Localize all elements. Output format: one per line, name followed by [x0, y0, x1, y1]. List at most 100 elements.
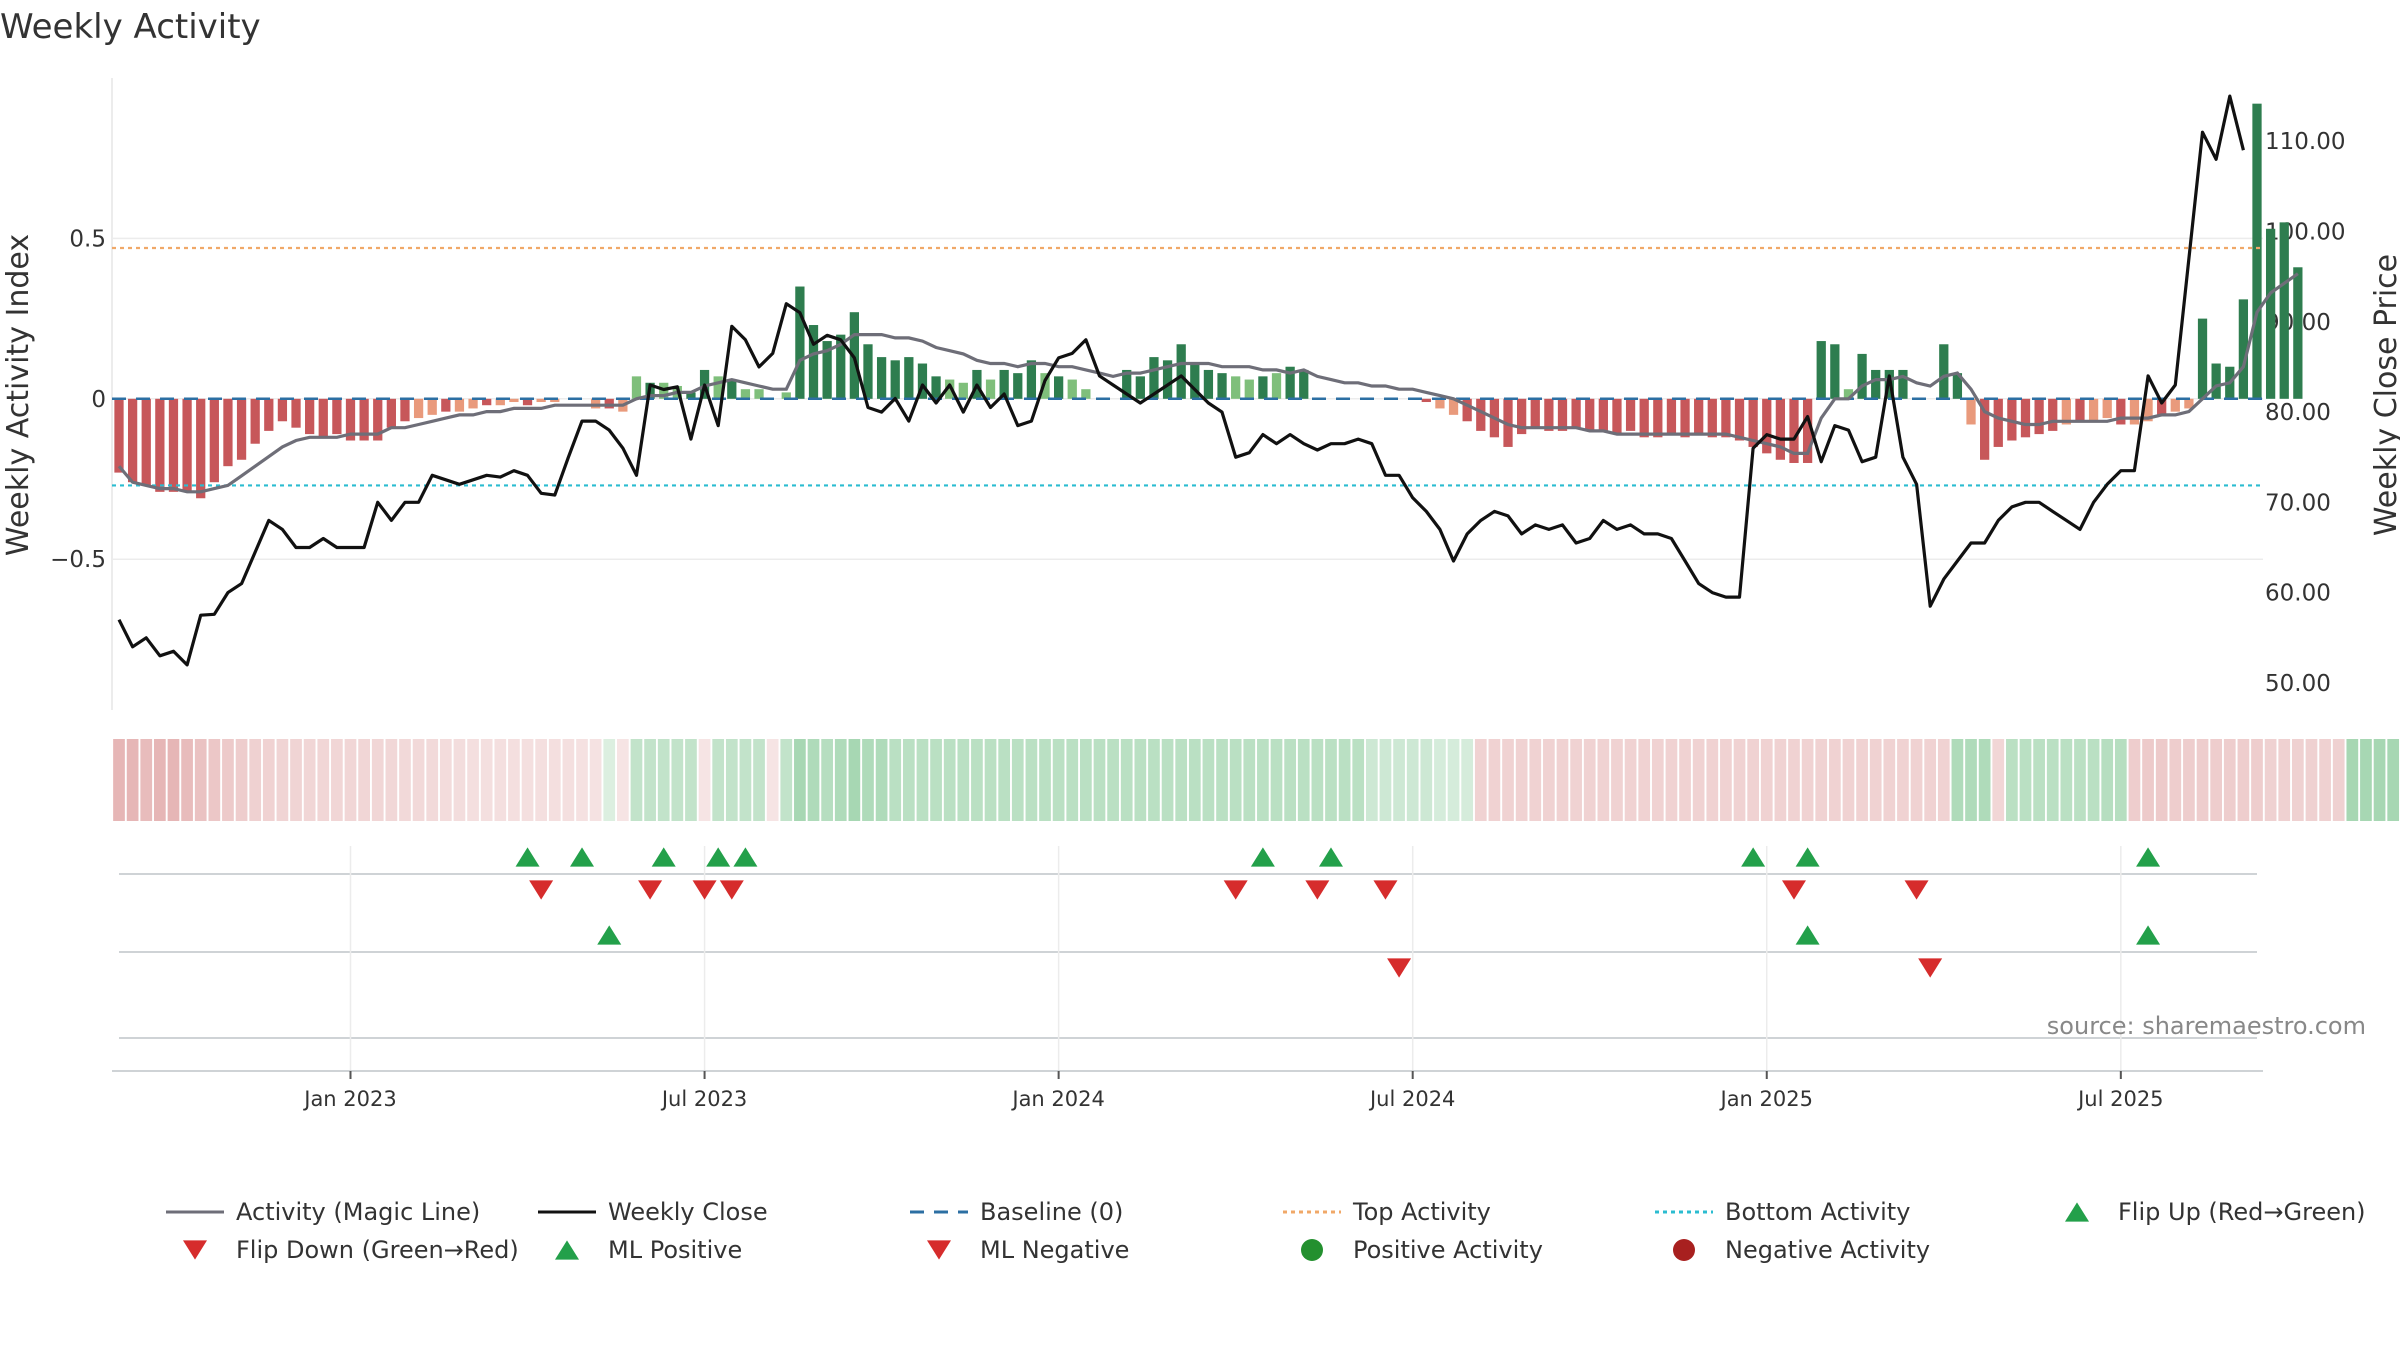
signal-lanes — [119, 846, 2257, 1071]
strip-cell — [1760, 739, 1773, 821]
legend-label: Activity (Magic Line) — [236, 1198, 480, 1226]
strip-cell — [2033, 739, 2045, 821]
activity-bar — [1203, 369, 1214, 399]
legend-swatch-dot — [1301, 1239, 1323, 1261]
activity-bar — [2020, 398, 2031, 438]
activity-bar — [277, 398, 288, 422]
strip-cell — [1325, 739, 1337, 821]
strip-cell — [521, 739, 534, 821]
activity-bar — [2197, 318, 2208, 399]
strip-cell — [181, 739, 193, 821]
strip-cell — [331, 739, 343, 821]
left-axis-label: Weekly Activity Index — [1, 234, 36, 556]
activity-bar — [1135, 376, 1145, 399]
strip-cell — [1624, 739, 1637, 821]
activity-bar — [1026, 360, 1037, 399]
flip-up-marker — [1250, 847, 1275, 867]
strip-cell — [344, 739, 357, 821]
strip-cell — [902, 739, 915, 821]
activity-bar — [359, 398, 369, 441]
strip-cell — [1788, 739, 1800, 821]
strip-cell — [1651, 739, 1664, 821]
strip-cell — [290, 739, 302, 821]
strip-cell — [1447, 739, 1460, 821]
strip-cell — [2360, 739, 2372, 821]
activity-bar — [686, 392, 696, 399]
activity-bar — [155, 398, 165, 492]
strip-cell — [1039, 739, 1051, 821]
strip-cell — [1434, 739, 1446, 821]
activity-bar — [1571, 398, 1581, 428]
activity-bar — [1421, 398, 1431, 403]
legend: Activity (Magic Line) Weekly Close Baselin… — [166, 1198, 2366, 1264]
strip-cell — [2019, 739, 2032, 821]
flip-up-marker — [1795, 847, 1820, 867]
right-tick-label: 110.00 — [2265, 129, 2345, 155]
strip-cell — [2319, 739, 2331, 821]
activity-bar — [2279, 222, 2289, 399]
activity-bar — [1299, 369, 1309, 399]
activity-bar — [1707, 398, 1717, 438]
activity-bar — [1462, 398, 1472, 422]
strip-cell — [617, 739, 629, 821]
activity-bar — [1775, 398, 1786, 460]
activity-bar — [1231, 376, 1241, 399]
activity-bar — [209, 398, 219, 483]
activity-bar — [2102, 398, 2112, 419]
legend-label: Flip Up (Red→Green) — [2118, 1198, 2366, 1226]
strip-cell — [671, 739, 684, 821]
activity-bar — [808, 325, 819, 399]
strip-cell — [1869, 739, 1882, 821]
strip-cell — [1134, 739, 1147, 821]
strip-cell — [1747, 739, 1759, 821]
strip-cell — [1910, 739, 1923, 821]
strip-cell — [1856, 739, 1868, 821]
reference-lines — [112, 246, 2263, 487]
ml-negative-marker — [1387, 958, 1412, 978]
strip-cell — [1379, 739, 1392, 821]
activity-bar — [468, 398, 478, 409]
activity-bar — [2143, 398, 2153, 422]
activity-bar — [999, 369, 1009, 399]
date-tick-label: Jan 2025 — [1719, 1087, 1814, 1111]
activity-bar — [1054, 376, 1064, 399]
flip-down-marker — [1781, 880, 1806, 900]
strip-cell — [2291, 739, 2304, 821]
strip-cell — [562, 739, 575, 821]
strip-cell — [1066, 739, 1079, 821]
strip-cell — [1093, 739, 1106, 821]
strip-cell — [548, 739, 561, 821]
activity-bar — [2129, 398, 2140, 425]
activity-bar — [1258, 376, 1268, 399]
legend-swatch-triangle — [927, 1240, 951, 1260]
activity-bar — [1843, 389, 1854, 399]
strip-cell — [2142, 739, 2154, 821]
strip-cell — [589, 739, 602, 821]
left-tick-label: 0.5 — [69, 226, 106, 252]
strip-cell — [276, 739, 289, 821]
flip-up-marker — [706, 847, 731, 867]
legend-label: Top Activity — [1352, 1198, 1491, 1226]
strip-cell — [1937, 739, 1950, 821]
flip-down-marker — [638, 880, 663, 900]
strip-cell — [2006, 739, 2018, 821]
activity-bar — [727, 379, 737, 399]
activity-bar — [1966, 398, 1976, 425]
date-tick-label: Jan 2023 — [302, 1087, 397, 1111]
activity-bar — [305, 398, 315, 435]
legend-label: Baseline (0) — [980, 1198, 1123, 1226]
activity-bar — [1149, 357, 1159, 399]
strip-cell — [916, 739, 929, 821]
strip-cell — [535, 739, 548, 821]
activity-bar — [1721, 398, 1731, 438]
activity-bar — [863, 344, 873, 399]
activity-bar — [223, 398, 233, 467]
strip-cell — [439, 739, 452, 821]
activity-bar — [2184, 398, 2194, 409]
strip-cell — [685, 739, 697, 821]
activity-bar — [1190, 363, 1200, 399]
right-axis-label: Weekly Close Price — [2369, 254, 2400, 536]
strip-cell — [1570, 739, 1582, 821]
activity-bar — [1789, 398, 1799, 463]
left-tick-label: −0.5 — [50, 547, 106, 573]
